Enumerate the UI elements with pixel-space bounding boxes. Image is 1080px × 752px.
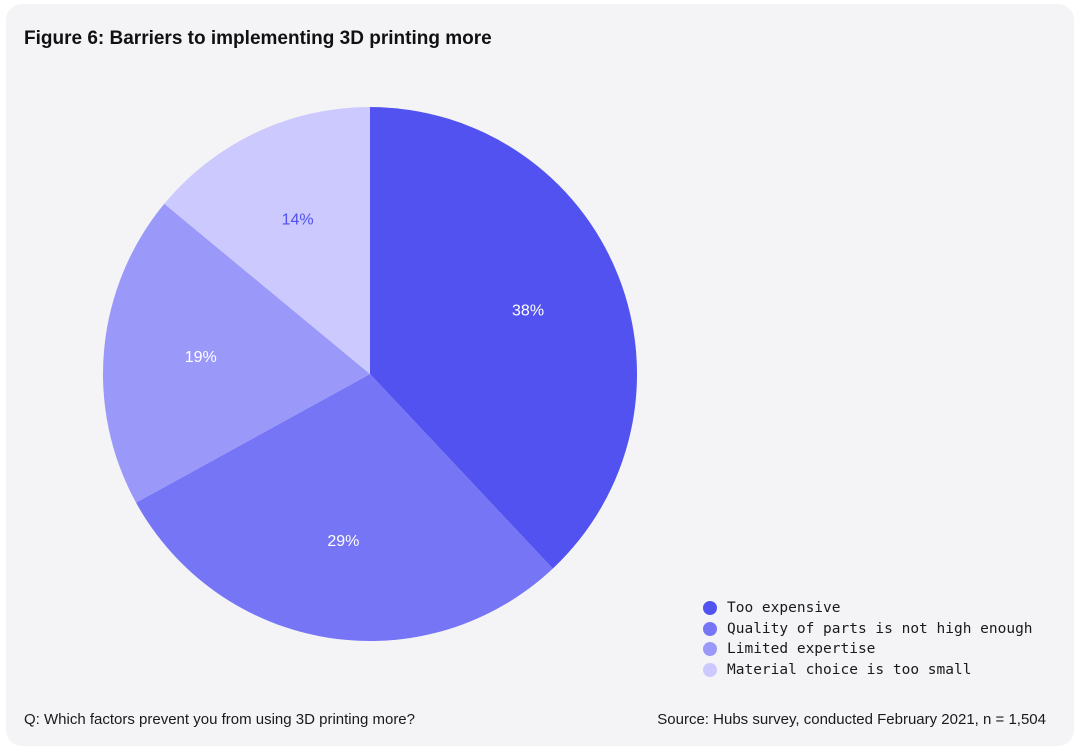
legend-swatch-1: [703, 621, 717, 636]
legend-swatch-3: [703, 662, 717, 677]
legend-item-2: Limited expertise: [703, 639, 1033, 660]
pie-slice-label-3: 14%: [282, 211, 314, 228]
pie-slice-label-0: 38%: [512, 303, 544, 320]
legend-item-3: Material choice is too small: [703, 660, 1033, 681]
pie-slice-3: [164, 107, 370, 374]
pie-slice-label-1: 29%: [327, 533, 359, 550]
legend-item-0: Too expensive: [703, 598, 1033, 619]
pie-slice-1: [136, 374, 553, 641]
legend-label-3: Material choice is too small: [727, 661, 972, 678]
legend-swatch-0: [703, 601, 717, 616]
legend-label-0: Too expensive: [727, 600, 841, 617]
legend-label-1: Quality of parts is not high enough: [727, 620, 1033, 637]
pie-slice-2: [103, 203, 371, 503]
survey-question: Q: Which factors prevent you from using …: [24, 711, 415, 728]
chart-source: Source: Hubs survey, conducted February …: [657, 711, 1046, 728]
legend-item-1: Quality of parts is not high enough: [703, 619, 1033, 640]
pie-slice-label-2: 19%: [185, 349, 217, 366]
chart-legend: Too expensive Quality of parts is not hig…: [703, 598, 1033, 680]
pie-slice-0: [370, 107, 638, 569]
chart-title: Figure 6: Barriers to implementing 3D pr…: [24, 28, 492, 49]
legend-label-2: Limited expertise: [727, 641, 876, 658]
legend-swatch-2: [703, 642, 717, 657]
